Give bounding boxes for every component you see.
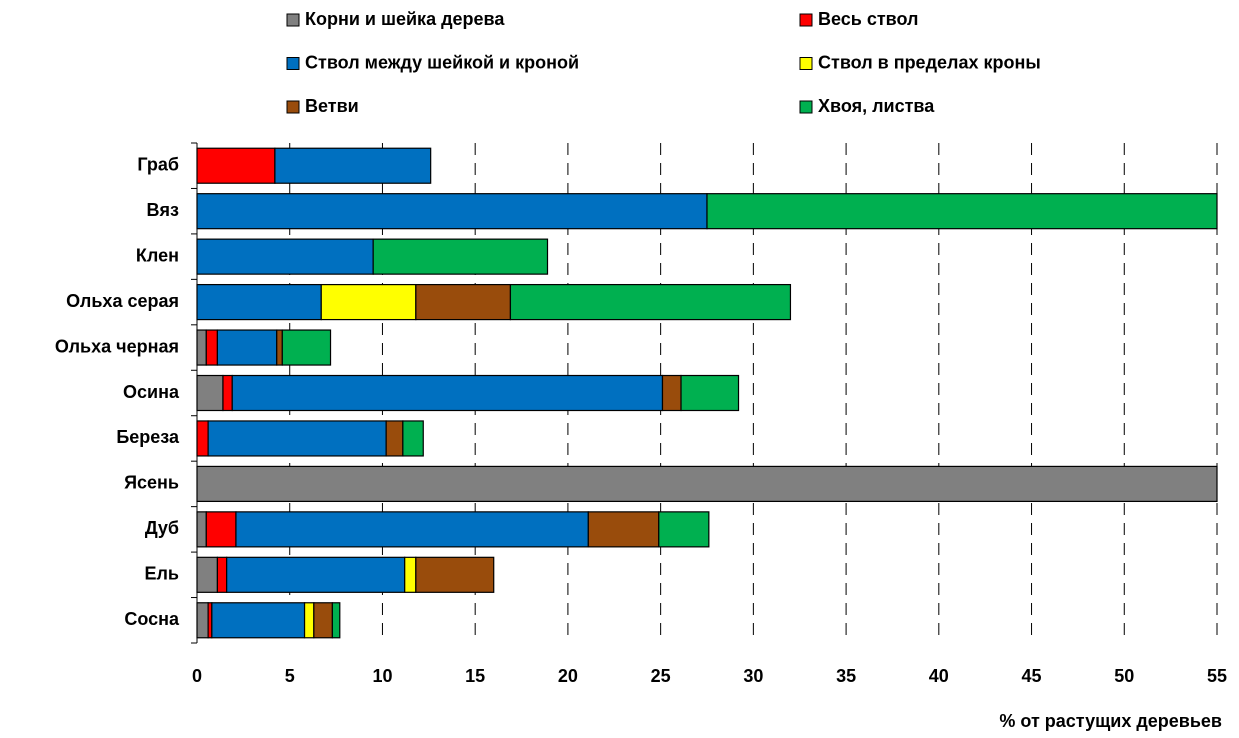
y-tick-label: Ясень: [124, 473, 179, 493]
bar-segment: [706, 193, 1218, 230]
bar-segment: [205, 329, 218, 366]
bar-segment: [661, 374, 682, 412]
bar-segment: [658, 511, 710, 548]
bar-segment: [404, 556, 417, 593]
x-tick-label: 45: [1022, 666, 1042, 686]
bar-segment: [231, 374, 664, 412]
bar-segment: [196, 602, 209, 639]
bar-segment: [680, 374, 740, 412]
bar-segment: [196, 465, 1218, 503]
bar-segment: [196, 238, 374, 275]
bar-segment: [313, 602, 333, 639]
legend-label: Весь ствол: [818, 9, 919, 29]
x-tick-label: 35: [836, 666, 856, 686]
bar-segment: [235, 511, 589, 548]
bar-segment: [196, 329, 207, 366]
y-tick-label: Ель: [144, 564, 179, 584]
bar-segment: [216, 329, 278, 366]
bar-segment: [222, 374, 233, 412]
bar-segment: [372, 238, 549, 275]
y-tick-label: Береза: [116, 427, 180, 447]
legend-label: Ствол в пределах кроны: [818, 52, 1041, 72]
x-tick-label: 0: [192, 666, 202, 686]
y-tick-label: Вяз: [147, 200, 180, 220]
x-tick-label: 15: [465, 666, 485, 686]
x-tick-label: 5: [285, 666, 295, 686]
legend-swatch: [286, 57, 300, 70]
legend-label: Хвоя, листва: [818, 96, 935, 116]
bar-segment: [415, 556, 495, 593]
y-tick-label: Ольха черная: [55, 336, 179, 356]
bar-segment: [211, 602, 306, 639]
y-tick-label: Клен: [136, 245, 179, 265]
y-tick-label: Граб: [137, 154, 179, 174]
bar-segment: [196, 374, 224, 412]
bar-segment: [385, 420, 404, 457]
bar-segment: [196, 511, 207, 548]
bar-segment: [216, 556, 228, 593]
legend-swatch: [799, 100, 813, 114]
legend-label: Ствол между шейкой и кроной: [305, 52, 579, 72]
legend-swatch: [799, 57, 813, 70]
bar-segment: [415, 283, 512, 321]
x-tick-label: 55: [1207, 666, 1227, 686]
bar-segment: [207, 420, 387, 457]
legend-label: Ветви: [305, 96, 359, 116]
bar-segment: [196, 283, 322, 321]
bar-segment: [281, 329, 332, 366]
x-tick-label: 40: [929, 666, 949, 686]
legend-swatch: [286, 100, 300, 114]
legend-label: Корни и шейка дерева: [305, 9, 505, 29]
x-tick-label: 25: [651, 666, 671, 686]
bar-segment: [276, 329, 283, 366]
y-tick-label: Дуб: [145, 518, 179, 538]
legend-swatch: [799, 13, 813, 27]
x-tick-label: 30: [743, 666, 763, 686]
y-tick-label: Ольха серая: [66, 291, 179, 311]
bar-segment: [274, 147, 432, 184]
bar-segment: [303, 602, 315, 639]
x-tick-label: 50: [1114, 666, 1134, 686]
bar-segment: [196, 556, 218, 593]
bar-segment: [509, 283, 792, 321]
x-tick-label: 10: [372, 666, 392, 686]
bar-segment: [205, 511, 237, 548]
legend-swatch: [286, 13, 300, 27]
bar-segment: [320, 283, 417, 321]
bar-segment: [196, 420, 209, 457]
bar-segment: [196, 193, 708, 230]
bar-segment: [196, 147, 276, 184]
y-tick-label: Сосна: [124, 609, 180, 629]
bar-segment: [587, 511, 660, 548]
x-axis-title: % от растущих деревьев: [999, 711, 1222, 731]
y-tick-label: Осина: [123, 382, 180, 402]
bar-segment: [402, 420, 424, 457]
bar-segment: [226, 556, 406, 593]
bar-segment: [331, 602, 341, 639]
x-tick-label: 20: [558, 666, 578, 686]
